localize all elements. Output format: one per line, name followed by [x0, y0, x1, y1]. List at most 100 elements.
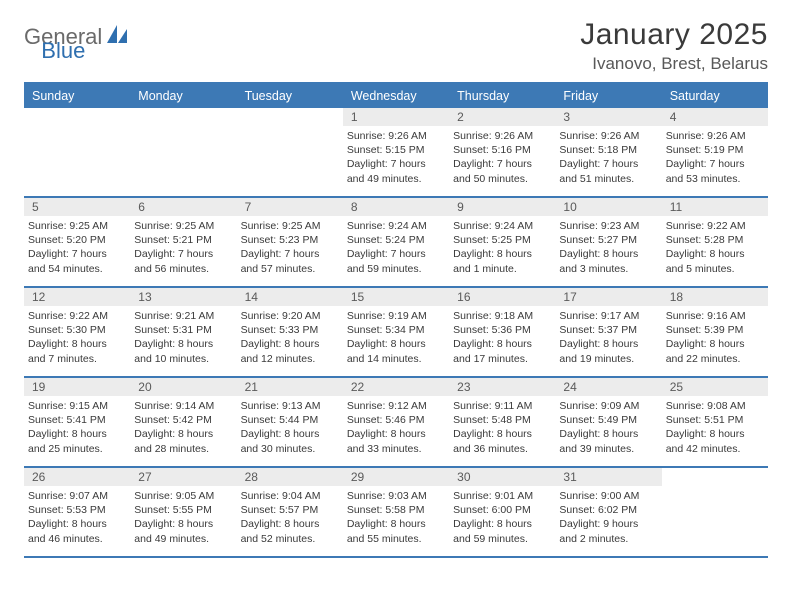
day-data: Sunrise: 9:13 AMSunset: 5:44 PMDaylight:…	[237, 396, 343, 460]
day-cell: 26Sunrise: 9:07 AMSunset: 5:53 PMDayligh…	[24, 468, 130, 558]
day-cell: 5Sunrise: 9:25 AMSunset: 5:20 PMDaylight…	[24, 198, 130, 288]
sunset-line: Sunset: 6:02 PM	[559, 503, 657, 517]
day-data: Sunrise: 9:26 AMSunset: 5:15 PMDaylight:…	[343, 126, 449, 190]
logo-text-blue: Blue	[41, 38, 85, 63]
sunset-line: Sunset: 5:44 PM	[241, 413, 339, 427]
sunset-line: Sunset: 6:00 PM	[453, 503, 551, 517]
empty-cell	[24, 108, 130, 198]
day-cell: 30 Sunrise: 9:01 AMSunset: 6:00 PMDayligh…	[449, 468, 555, 558]
day-data: Sunrise: 9:19 AMSunset: 5:34 PMDaylight:…	[343, 306, 449, 370]
sunset-line: Sunset: 5:34 PM	[347, 323, 445, 337]
day-cell: 19Sunrise: 9:15 AMSunset: 5:41 PMDayligh…	[24, 378, 130, 468]
day-data: Sunrise: 9:25 AMSunset: 5:21 PMDaylight:…	[130, 216, 236, 280]
sunrise-line: Sunrise: 9:01 AM	[453, 489, 551, 503]
day-cell: 14Sunrise: 9:20 AMSunset: 5:33 PMDayligh…	[237, 288, 343, 378]
sunset-line: Sunset: 5:51 PM	[666, 413, 764, 427]
day-number: 8	[343, 198, 449, 216]
day-cell: 13Sunrise: 9:21 AMSunset: 5:31 PMDayligh…	[130, 288, 236, 378]
calendar-grid: 1Sunrise: 9:26 AMSunset: 5:15 PMDaylight…	[24, 108, 768, 558]
day-number: 22	[343, 378, 449, 396]
daylight-line: Daylight: 8 hours and 36 minutes.	[453, 427, 551, 455]
sunrise-line: Sunrise: 9:13 AM	[241, 399, 339, 413]
sunrise-line: Sunrise: 9:19 AM	[347, 309, 445, 323]
daylight-line: Daylight: 8 hours and 10 minutes.	[134, 337, 232, 365]
weekday-wednesday: Wednesday	[343, 84, 449, 108]
day-data: Sunrise: 9:07 AMSunset: 5:53 PMDaylight:…	[24, 486, 130, 550]
daylight-line: Daylight: 8 hours and 7 minutes.	[28, 337, 126, 365]
day-data: Sunrise: 9:16 AMSunset: 5:39 PMDaylight:…	[662, 306, 768, 370]
day-number: 26	[24, 468, 130, 486]
daylight-line: Daylight: 8 hours and 46 minutes.	[28, 517, 126, 545]
daylight-line: Daylight: 7 hours and 49 minutes.	[347, 157, 445, 185]
daylight-line: Daylight: 7 hours and 53 minutes.	[666, 157, 764, 185]
day-data: Sunrise: 9:24 AMSunset: 5:25 PMDaylight:…	[449, 216, 555, 280]
day-number: 17	[555, 288, 661, 306]
daylight-line: Daylight: 8 hours and 49 minutes.	[134, 517, 232, 545]
daylight-line: Daylight: 8 hours and 59 minutes.	[453, 517, 551, 545]
day-data: Sunrise: 9:21 AMSunset: 5:31 PMDaylight:…	[130, 306, 236, 370]
day-data: Sunrise: 9:05 AMSunset: 5:55 PMDaylight:…	[130, 486, 236, 550]
sunrise-line: Sunrise: 9:08 AM	[666, 399, 764, 413]
sunset-line: Sunset: 5:39 PM	[666, 323, 764, 337]
day-cell: 1Sunrise: 9:26 AMSunset: 5:15 PMDaylight…	[343, 108, 449, 198]
day-number: 29	[343, 468, 449, 486]
day-number: 30	[449, 468, 555, 486]
title-block: January 2025 Ivanovo, Brest, Belarus	[580, 18, 768, 74]
sunrise-line: Sunrise: 9:25 AM	[241, 219, 339, 233]
sunrise-line: Sunrise: 9:05 AM	[134, 489, 232, 503]
daylight-line: Daylight: 8 hours and 1 minute.	[453, 247, 551, 275]
sunrise-line: Sunrise: 9:26 AM	[453, 129, 551, 143]
day-cell: 15Sunrise: 9:19 AMSunset: 5:34 PMDayligh…	[343, 288, 449, 378]
sunrise-line: Sunrise: 9:07 AM	[28, 489, 126, 503]
sunrise-line: Sunrise: 9:18 AM	[453, 309, 551, 323]
day-number: 18	[662, 288, 768, 306]
day-cell: 7Sunrise: 9:25 AMSunset: 5:23 PMDaylight…	[237, 198, 343, 288]
sunset-line: Sunset: 5:46 PM	[347, 413, 445, 427]
daylight-line: Daylight: 7 hours and 51 minutes.	[559, 157, 657, 185]
day-data: Sunrise: 9:24 AMSunset: 5:24 PMDaylight:…	[343, 216, 449, 280]
daylight-line: Daylight: 8 hours and 42 minutes.	[666, 427, 764, 455]
day-number: 10	[555, 198, 661, 216]
day-number: 31	[555, 468, 661, 486]
day-number: 25	[662, 378, 768, 396]
day-cell: 31Sunrise: 9:00 AMSunset: 6:02 PMDayligh…	[555, 468, 661, 558]
daylight-line: Daylight: 8 hours and 17 minutes.	[453, 337, 551, 365]
day-cell: 3Sunrise: 9:26 AMSunset: 5:18 PMDaylight…	[555, 108, 661, 198]
day-number: 13	[130, 288, 236, 306]
day-cell: 16Sunrise: 9:18 AMSunset: 5:36 PMDayligh…	[449, 288, 555, 378]
empty-cell	[662, 468, 768, 558]
daylight-line: Daylight: 8 hours and 33 minutes.	[347, 427, 445, 455]
empty-cell	[130, 108, 236, 198]
sunset-line: Sunset: 5:31 PM	[134, 323, 232, 337]
weekday-monday: Monday	[130, 84, 236, 108]
daylight-line: Daylight: 7 hours and 50 minutes.	[453, 157, 551, 185]
sunrise-line: Sunrise: 9:15 AM	[28, 399, 126, 413]
sunrise-line: Sunrise: 9:04 AM	[241, 489, 339, 503]
day-data: Sunrise: 9:15 AMSunset: 5:41 PMDaylight:…	[24, 396, 130, 460]
day-cell: 6Sunrise: 9:25 AMSunset: 5:21 PMDaylight…	[130, 198, 236, 288]
sunrise-line: Sunrise: 9:21 AM	[134, 309, 232, 323]
daylight-line: Daylight: 8 hours and 3 minutes.	[559, 247, 657, 275]
sunset-line: Sunset: 5:53 PM	[28, 503, 126, 517]
day-data: Sunrise: 9:03 AMSunset: 5:58 PMDaylight:…	[343, 486, 449, 550]
sunrise-line: Sunrise: 9:26 AM	[666, 129, 764, 143]
sunset-line: Sunset: 5:25 PM	[453, 233, 551, 247]
sunset-line: Sunset: 5:27 PM	[559, 233, 657, 247]
sunrise-line: Sunrise: 9:25 AM	[28, 219, 126, 233]
weekday-friday: Friday	[555, 84, 661, 108]
sunrise-line: Sunrise: 9:26 AM	[347, 129, 445, 143]
empty-cell	[237, 108, 343, 198]
location-text: Ivanovo, Brest, Belarus	[580, 54, 768, 74]
day-number: 2	[449, 108, 555, 126]
day-number: 6	[130, 198, 236, 216]
day-data: Sunrise: 9:25 AMSunset: 5:23 PMDaylight:…	[237, 216, 343, 280]
sunset-line: Sunset: 5:20 PM	[28, 233, 126, 247]
daylight-line: Daylight: 8 hours and 28 minutes.	[134, 427, 232, 455]
daylight-line: Daylight: 7 hours and 56 minutes.	[134, 247, 232, 275]
sunset-line: Sunset: 5:42 PM	[134, 413, 232, 427]
day-cell: 22Sunrise: 9:12 AMSunset: 5:46 PMDayligh…	[343, 378, 449, 468]
day-number: 7	[237, 198, 343, 216]
day-data: Sunrise: 9:26 AMSunset: 5:18 PMDaylight:…	[555, 126, 661, 190]
sunset-line: Sunset: 5:21 PM	[134, 233, 232, 247]
day-number: 19	[24, 378, 130, 396]
